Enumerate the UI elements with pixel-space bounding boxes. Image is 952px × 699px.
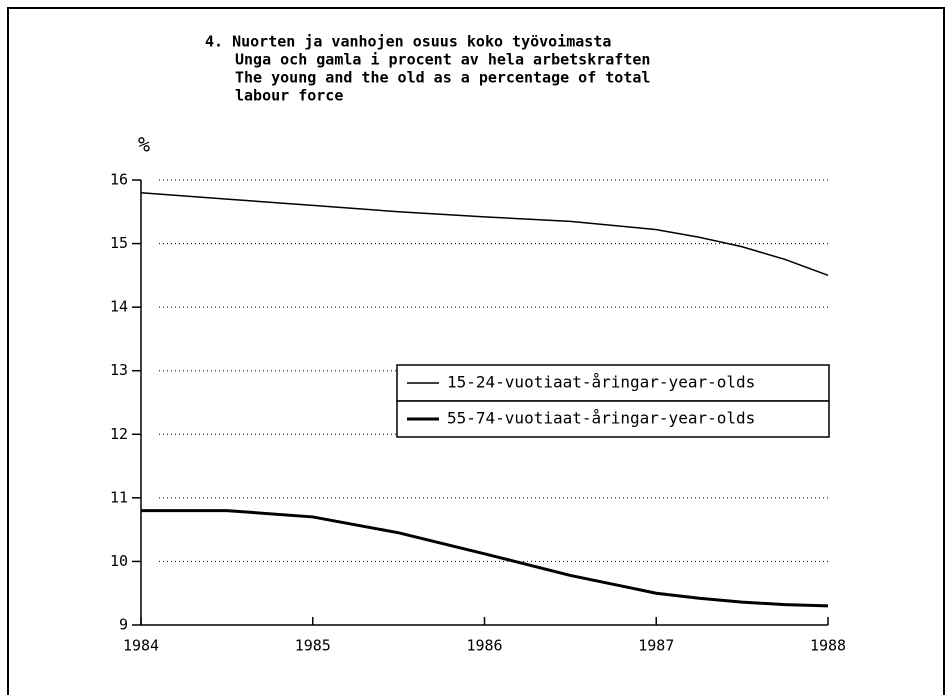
x-tick-label: 1986 [466,637,502,655]
y-tick-label: 9 [119,616,128,634]
legend-label: 55-74-vuotiaat-åringar-year-olds [447,409,755,428]
y-tick-label: 12 [110,425,128,443]
legend-box [396,400,830,438]
x-tick-label: 1988 [810,637,846,655]
x-tick-label: 1987 [638,637,674,655]
y-tick-label: 10 [110,552,128,570]
series-line [141,509,829,608]
legend-label: 15-24-vuotiaat-åringar-year-olds [447,373,755,392]
y-tick-label: 16 [110,171,128,189]
series-line [140,191,829,277]
chart-title: Unga och gamla i procent av hela arbetsk… [235,51,650,69]
chart-title: labour force [235,87,343,105]
y-tick-label: 13 [110,361,128,379]
y-axis-label: % [138,133,150,157]
y-tick-label: 14 [110,298,128,316]
x-tick-label: 1985 [295,637,331,655]
y-tick-label: 11 [110,488,128,506]
chart-title: The young and the old as a percentage of… [235,69,650,87]
frame [7,7,945,699]
x-tick-label: 1984 [123,637,159,655]
y-tick-label: 15 [110,234,128,252]
legend-box [396,364,830,402]
chart-title: 4. Nuorten ja vanhojen osuus koko työvoi… [205,33,611,51]
